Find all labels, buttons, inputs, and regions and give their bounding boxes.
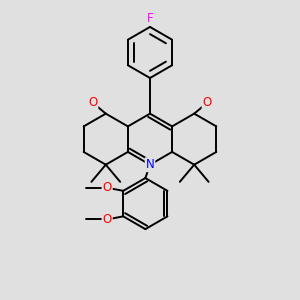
Text: O: O xyxy=(202,96,212,109)
Text: N: N xyxy=(146,158,154,171)
Text: O: O xyxy=(88,96,98,109)
Text: O: O xyxy=(103,181,112,194)
Text: F: F xyxy=(147,12,153,25)
Text: O: O xyxy=(103,213,112,226)
